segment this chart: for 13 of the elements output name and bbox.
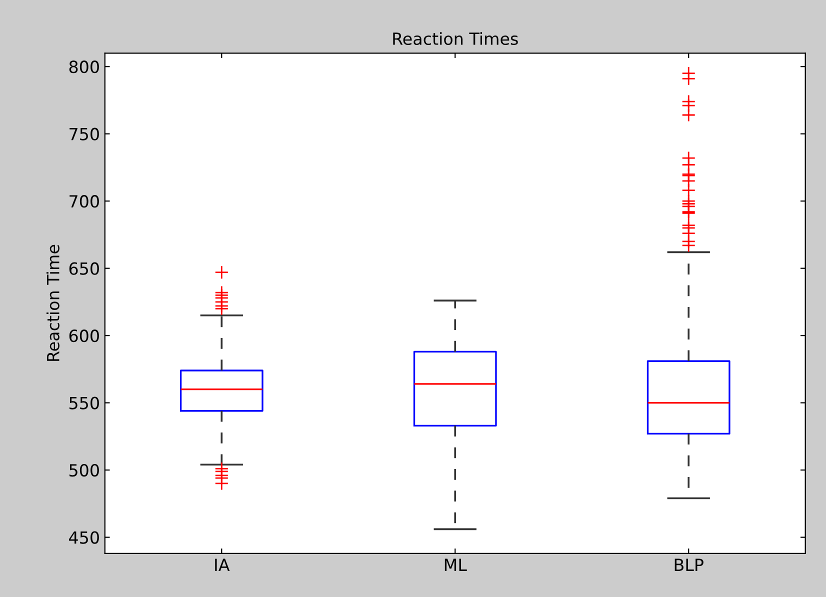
y-tick-label: 550 <box>70 396 99 410</box>
y-tick-label: 450 <box>69 531 99 544</box>
y-tick-label: 800 <box>69 60 99 74</box>
y-tick-label: 700 <box>70 195 99 208</box>
y-tick-label: 750 <box>70 128 99 140</box>
y-tick-label: 600 <box>69 330 99 342</box>
y-tick-label: 650 <box>69 262 99 275</box>
y-axis-title: Reaction Time <box>46 244 60 361</box>
x-tick-label: BLP <box>674 558 704 571</box>
y-tick-label: 500 <box>70 464 99 477</box>
x-tick-label: ML <box>444 558 467 571</box>
x-tick-label: IA <box>215 558 230 571</box>
chart-title: Reaction Times <box>393 32 518 46</box>
